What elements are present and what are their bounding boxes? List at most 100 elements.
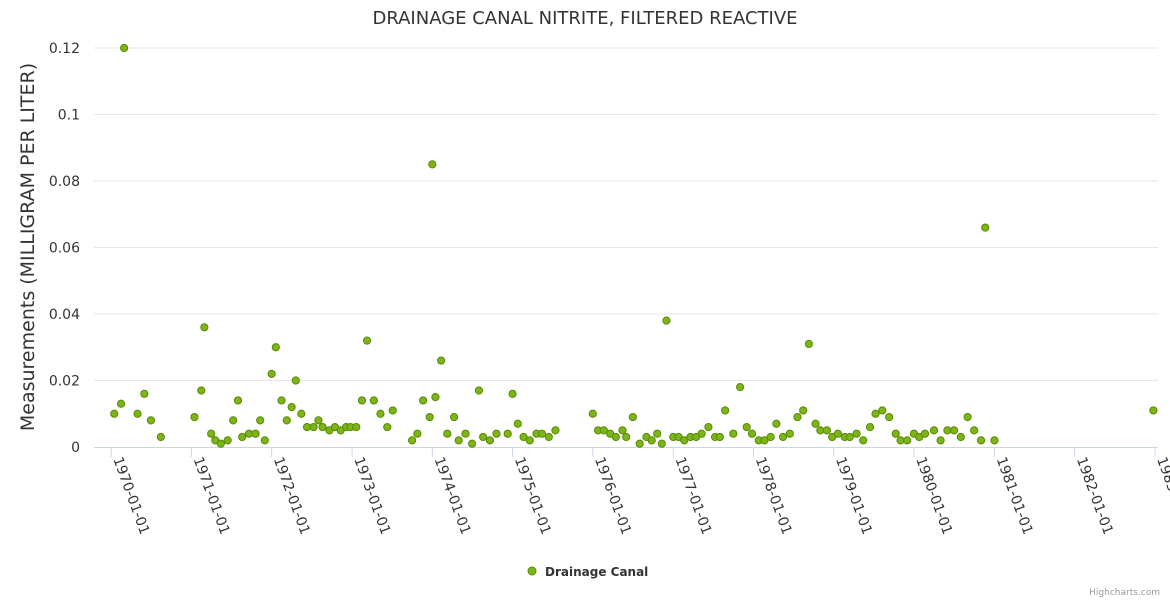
data-point[interactable] bbox=[981, 223, 990, 232]
data-point[interactable] bbox=[704, 422, 713, 432]
data-point[interactable] bbox=[190, 412, 199, 422]
data-point[interactable] bbox=[599, 426, 608, 435]
data-point[interactable] bbox=[657, 439, 666, 448]
data-point[interactable] bbox=[891, 429, 900, 438]
data-point[interactable] bbox=[525, 436, 534, 445]
data-point[interactable] bbox=[233, 396, 243, 405]
data-point[interactable] bbox=[413, 429, 422, 438]
data-point[interactable] bbox=[920, 429, 930, 438]
data-point[interactable] bbox=[822, 426, 832, 435]
data-point[interactable] bbox=[766, 432, 775, 442]
data-point[interactable] bbox=[291, 376, 300, 385]
data-point[interactable] bbox=[485, 436, 495, 445]
data-point[interactable] bbox=[747, 429, 757, 438]
data-point[interactable] bbox=[428, 160, 437, 169]
legend-item-drainage-canal[interactable]: Drainage Canal bbox=[545, 565, 648, 579]
data-point[interactable] bbox=[885, 412, 894, 422]
data-point[interactable] bbox=[297, 409, 306, 418]
data-point[interactable] bbox=[976, 436, 986, 445]
data-point[interactable] bbox=[238, 432, 247, 442]
data-point[interactable] bbox=[804, 339, 814, 349]
data-point[interactable] bbox=[963, 412, 972, 422]
data-point[interactable] bbox=[216, 439, 225, 448]
data-point[interactable] bbox=[653, 429, 662, 438]
data-point[interactable] bbox=[314, 416, 323, 425]
data-point[interactable] bbox=[376, 409, 385, 418]
data-point[interactable] bbox=[362, 336, 372, 345]
data-point[interactable] bbox=[1149, 406, 1158, 415]
data-point[interactable] bbox=[508, 389, 517, 398]
data-point[interactable] bbox=[140, 389, 149, 398]
data-point[interactable] bbox=[418, 396, 428, 405]
data-point[interactable] bbox=[635, 439, 644, 448]
data-point[interactable] bbox=[256, 416, 265, 425]
data-point[interactable] bbox=[120, 43, 129, 53]
data-point[interactable] bbox=[622, 432, 631, 442]
data-point[interactable] bbox=[760, 436, 769, 445]
data-point[interactable] bbox=[369, 396, 378, 405]
data-point[interactable] bbox=[537, 429, 547, 438]
data-point[interactable] bbox=[871, 409, 880, 418]
data-point[interactable] bbox=[990, 436, 999, 445]
data-point[interactable] bbox=[479, 432, 488, 442]
data-point[interactable] bbox=[647, 436, 656, 445]
data-point[interactable] bbox=[492, 429, 501, 438]
data-point[interactable] bbox=[799, 406, 808, 415]
data-point[interactable] bbox=[267, 369, 276, 378]
data-point[interactable] bbox=[461, 429, 470, 438]
data-point[interactable] bbox=[383, 422, 392, 432]
data-point[interactable] bbox=[271, 343, 280, 352]
data-point[interactable] bbox=[936, 436, 945, 445]
data-point[interactable] bbox=[431, 393, 440, 402]
data-point[interactable] bbox=[903, 436, 912, 445]
credits[interactable]: Highcharts.com bbox=[1089, 588, 1160, 598]
data-point[interactable] bbox=[474, 386, 484, 395]
data-point[interactable] bbox=[437, 356, 446, 365]
data-point[interactable] bbox=[735, 383, 745, 392]
data-point[interactable] bbox=[729, 429, 738, 438]
data-point[interactable] bbox=[680, 436, 689, 445]
data-point[interactable] bbox=[357, 396, 367, 405]
data-point[interactable] bbox=[503, 429, 512, 438]
data-point[interactable] bbox=[116, 399, 126, 408]
data-point[interactable] bbox=[811, 419, 820, 428]
data-point[interactable] bbox=[778, 432, 788, 442]
data-point[interactable] bbox=[425, 412, 434, 422]
data-point[interactable] bbox=[662, 316, 671, 325]
data-point[interactable] bbox=[443, 429, 452, 438]
data-point[interactable] bbox=[408, 436, 417, 445]
data-point[interactable] bbox=[793, 412, 802, 422]
data-point[interactable] bbox=[449, 412, 459, 422]
data-point[interactable] bbox=[628, 412, 637, 422]
data-point[interactable] bbox=[388, 406, 397, 415]
data-point[interactable] bbox=[207, 429, 216, 438]
data-point[interactable] bbox=[519, 432, 528, 442]
data-point[interactable] bbox=[611, 432, 620, 442]
data-point[interactable] bbox=[588, 409, 597, 418]
data-point[interactable] bbox=[618, 426, 627, 435]
data-point[interactable] bbox=[956, 432, 965, 442]
data-point[interactable] bbox=[229, 416, 238, 425]
data-point[interactable] bbox=[929, 426, 939, 435]
data-point[interactable] bbox=[742, 422, 751, 432]
data-point[interactable] bbox=[772, 419, 781, 428]
data-point[interactable] bbox=[721, 406, 730, 415]
data-point[interactable] bbox=[146, 416, 156, 425]
data-point[interactable] bbox=[544, 432, 553, 442]
data-point[interactable] bbox=[277, 396, 286, 405]
data-point[interactable] bbox=[970, 426, 979, 435]
data-point[interactable] bbox=[156, 432, 165, 442]
data-point[interactable] bbox=[197, 386, 206, 395]
data-point[interactable] bbox=[551, 426, 560, 435]
data-point[interactable] bbox=[318, 422, 327, 432]
data-point[interactable] bbox=[223, 436, 232, 445]
data-point[interactable] bbox=[513, 419, 522, 428]
data-point[interactable] bbox=[878, 406, 887, 415]
data-point[interactable] bbox=[282, 416, 291, 425]
data-point[interactable] bbox=[859, 436, 868, 445]
data-point[interactable] bbox=[352, 422, 361, 432]
data-point[interactable] bbox=[845, 432, 854, 442]
data-point[interactable] bbox=[833, 429, 843, 438]
series-drainage-canal[interactable] bbox=[110, 43, 1158, 448]
data-point[interactable] bbox=[785, 429, 794, 438]
